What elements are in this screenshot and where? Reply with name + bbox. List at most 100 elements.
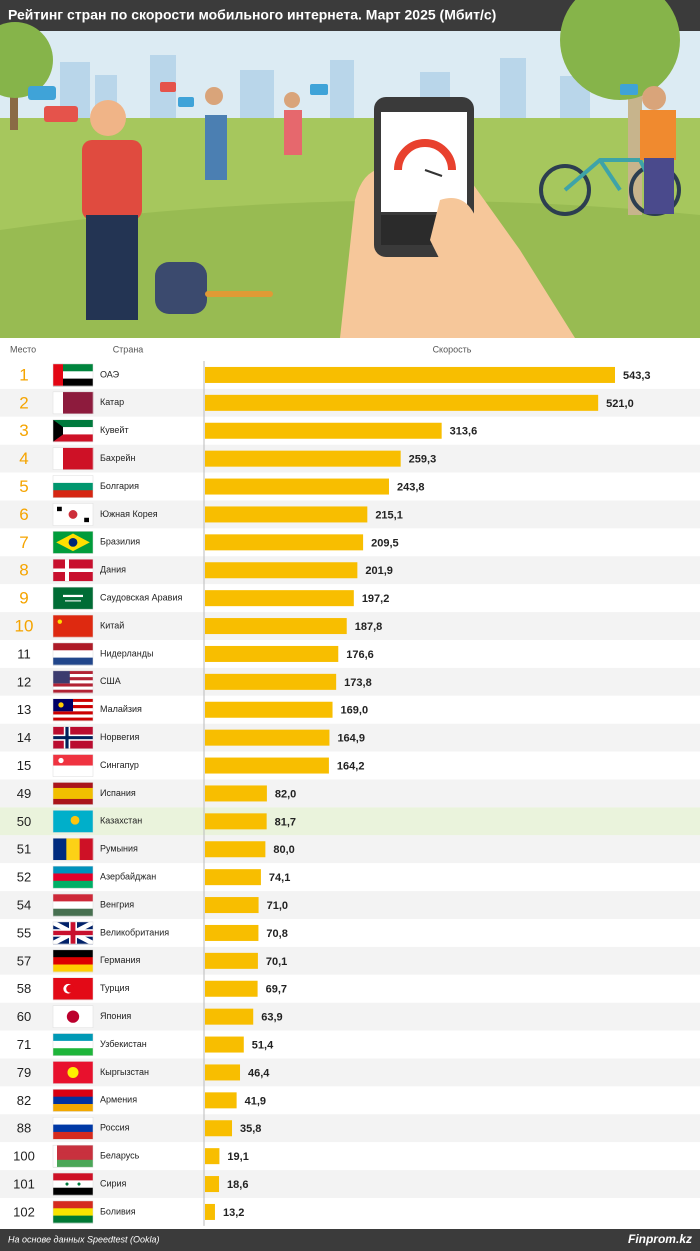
flag-stripe — [83, 447, 94, 470]
flag-stripe — [53, 949, 93, 958]
flag-detail — [70, 815, 80, 825]
country-name: Кыргызстан — [100, 1067, 149, 1077]
flag-stripe — [53, 964, 93, 973]
flag-stripe — [53, 1152, 93, 1161]
chart-title: Рейтинг стран по скорости мобильного инт… — [8, 7, 496, 23]
row-background — [0, 835, 700, 864]
flag-stripe — [53, 711, 93, 715]
flag — [52, 1117, 94, 1140]
rank: 100 — [13, 1149, 35, 1164]
row-background — [0, 974, 700, 1003]
flag-stripe — [53, 765, 93, 777]
rank: 2 — [19, 393, 28, 412]
finger — [430, 198, 500, 320]
person — [640, 110, 676, 160]
flag-border — [52, 475, 94, 498]
value-label: 13,2 — [223, 1207, 244, 1219]
value-label: 74,1 — [269, 872, 290, 884]
row-background — [0, 1170, 700, 1198]
flag — [52, 419, 94, 443]
flag-stripe — [79, 838, 94, 861]
flag-stripe — [53, 787, 93, 794]
flag-stripe — [53, 1187, 93, 1196]
bar — [205, 506, 368, 523]
person-shirt — [82, 140, 142, 220]
country-name: Дания — [100, 565, 126, 575]
value-label: 201,9 — [365, 565, 393, 577]
row-background — [0, 807, 700, 836]
flag-border — [52, 614, 94, 638]
bar — [205, 785, 267, 802]
flag — [52, 642, 94, 666]
flag-stripe — [53, 880, 93, 889]
bar — [205, 673, 337, 690]
flag-stripe — [53, 1208, 93, 1216]
value-label: 70,8 — [266, 928, 287, 940]
rank: 5 — [19, 477, 28, 496]
bar — [205, 450, 401, 467]
row-background — [0, 919, 700, 947]
value-label: 243,8 — [397, 481, 425, 493]
flag — [52, 559, 94, 582]
flag-stripe — [53, 1159, 93, 1168]
country-name: Великобритания — [100, 927, 169, 937]
bar — [205, 729, 330, 746]
flag-detail — [65, 1182, 69, 1186]
value-label: 18,6 — [227, 1179, 248, 1191]
flag-stripe — [53, 482, 93, 491]
bar — [205, 897, 259, 914]
value-label: 187,8 — [355, 621, 383, 633]
flag-stripe — [53, 1173, 93, 1181]
row-background — [0, 751, 700, 780]
rank: 60 — [17, 1009, 31, 1024]
bar — [205, 1120, 233, 1137]
country-name: Бразилия — [100, 537, 140, 547]
bar — [205, 841, 266, 858]
flag-border — [52, 363, 94, 387]
row-background — [0, 1002, 700, 1031]
flag-stripe — [73, 391, 84, 414]
country-name: ОАЭ — [100, 369, 120, 379]
flag-stripe — [53, 798, 93, 805]
flag-stripe — [53, 866, 93, 874]
flag-detail — [77, 1182, 81, 1186]
value-label: 259,3 — [409, 454, 437, 466]
bar — [205, 813, 267, 830]
flag-border — [52, 865, 94, 889]
value-label: 164,9 — [337, 733, 365, 745]
rank: 9 — [19, 589, 28, 608]
person — [644, 158, 674, 214]
flag — [52, 1172, 94, 1196]
flag-border — [52, 726, 94, 749]
rank: 102 — [13, 1204, 35, 1219]
value-label: 80,0 — [273, 844, 294, 856]
flag-stripe — [53, 894, 93, 902]
value-label: 41,9 — [245, 1095, 266, 1107]
value-label: 82,0 — [275, 788, 296, 800]
flag — [52, 670, 94, 694]
row-background — [0, 946, 700, 975]
flag-detail — [57, 506, 62, 512]
flag-border — [52, 1033, 94, 1056]
flag-stripe — [53, 683, 93, 687]
flag-stripe — [53, 363, 93, 372]
value-label: 169,0 — [341, 705, 369, 717]
flag-stripe — [53, 717, 93, 722]
person-legs — [86, 215, 138, 320]
value-label: 81,7 — [275, 816, 296, 828]
flag-stripe — [53, 434, 93, 443]
flag-border — [52, 838, 94, 861]
flag-stripe — [53, 1131, 93, 1140]
flag-detail — [66, 1010, 80, 1023]
flag-detail — [53, 363, 63, 386]
person-head — [284, 92, 300, 108]
tree-crown — [0, 22, 53, 98]
country-name: Казахстан — [100, 816, 142, 826]
bar — [205, 701, 333, 718]
flag-border — [52, 419, 94, 442]
flag-stripe — [53, 447, 64, 470]
rank: 71 — [17, 1037, 31, 1052]
country-name: Кувейт — [100, 425, 129, 435]
footer-brand: Finprom.kz — [628, 1232, 692, 1246]
